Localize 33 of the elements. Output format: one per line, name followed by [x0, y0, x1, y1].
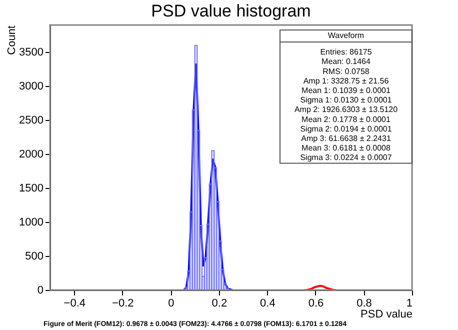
x-tick-label: 1 [406, 298, 412, 310]
annotation: Amp 2: 1926.6303 ± 13.5120 [294, 105, 398, 114]
x-tick-label: 0 [168, 298, 174, 310]
annotation: Amp 3: 61.6638 ± 2.2431 [301, 134, 392, 143]
y-tick-label: 500 [25, 250, 44, 263]
y-axis-title: Count [6, 26, 18, 55]
annotation: Mean 1: 0.1039 ± 0.0001 [302, 86, 391, 95]
annotation: Waveform [328, 31, 364, 40]
x-tick-label: 0.6 [308, 298, 324, 310]
y-tick-label: 3000 [19, 80, 44, 93]
annotation: Mean: 0.1464 [322, 57, 372, 66]
annotation: RMS: 0.0758 [322, 66, 370, 76]
y-tick-label: 1000 [19, 216, 44, 229]
y-tick-label: 2500 [19, 114, 44, 127]
x-tick-label: −0.4 [64, 298, 86, 310]
annotation: Entries: 86175 [320, 48, 372, 57]
annotation: Amp 1: 3328.75 ± 21.56 [303, 76, 390, 86]
y-tick-label: 2000 [19, 148, 44, 161]
x-tick-label: 0.2 [212, 298, 228, 310]
annotation: Sigma 1: 0.0130 ± 0.0001 [300, 96, 392, 105]
y-tick-label: 1500 [19, 182, 44, 195]
y-tick-label: 0 [37, 284, 44, 296]
annotation: Mean 2: 0.1778 ± 0.0001 [302, 114, 391, 124]
annotation: Sigma 3: 0.0224 ± 0.0007 [300, 153, 392, 162]
line-series [182, 63, 234, 291]
chart-title: PSD value histogram [151, 1, 311, 20]
x-tick-label: −0.2 [112, 298, 134, 310]
annotation: Mean 3: 0.6181 ± 0.0008 [302, 144, 391, 153]
x-tick-label: 0.8 [356, 298, 372, 310]
x-tick-label: 0.4 [260, 298, 276, 310]
y-tick-label: 3500 [19, 46, 44, 59]
annotation: Sigma 2: 0.0194 ± 0.0001 [300, 124, 392, 134]
x-axis-title: PSD value [360, 308, 412, 320]
